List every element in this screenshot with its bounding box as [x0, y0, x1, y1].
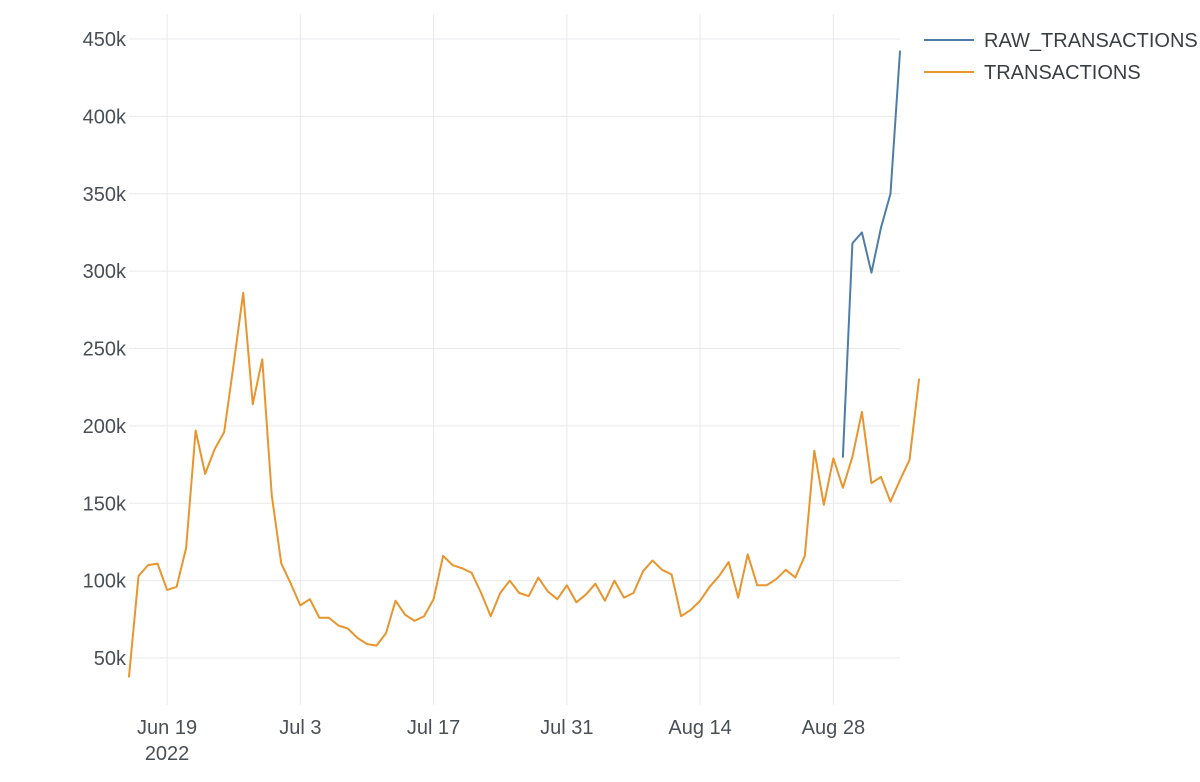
y-tick-label: 150k — [83, 493, 127, 515]
x-tick-label: Jul 31 — [540, 717, 593, 739]
y-tick-label: 300k — [83, 261, 127, 283]
y-tick-label: 50k — [94, 648, 127, 670]
y-tick-label: 350k — [83, 184, 127, 206]
x-tick-label: Jul 17 — [407, 717, 460, 739]
y-tick-label: 100k — [83, 571, 127, 593]
y-tick-label: 250k — [83, 339, 127, 361]
x-tick-label: Jul 3 — [279, 717, 321, 739]
x-tick-label: Jun 19 — [137, 717, 197, 739]
legend-item-transactions: TRANSACTIONS — [924, 62, 1141, 84]
legend-label: TRANSACTIONS — [984, 62, 1141, 84]
series-line-raw-transactions — [841, 50, 901, 458]
y-gridlines — [129, 38, 900, 659]
y-tick-label: 200k — [83, 416, 127, 438]
y-axis-tick-labels: 50k 100k 150k 200k 250k 300k 350k 400k 450k — [83, 29, 127, 670]
legend-label: RAW_TRANSACTIONS — [984, 30, 1198, 52]
x-gridlines — [166, 14, 834, 705]
x-tick-label: Aug 14 — [668, 717, 731, 739]
legend: RAW_TRANSACTIONS TRANSACTIONS — [924, 30, 1198, 84]
x-axis-tick-labels: Jun 19 Jul 3 Jul 17 Jul 31 Aug 14 Aug 28 — [137, 717, 865, 739]
y-tick-label: 400k — [83, 106, 127, 128]
legend-item-raw-transactions: RAW_TRANSACTIONS — [924, 30, 1198, 52]
x-tick-label: Aug 28 — [802, 717, 865, 739]
x-axis-year-label: 2022 — [145, 743, 190, 765]
series-lines — [128, 50, 921, 678]
y-tick-label: 450k — [83, 29, 127, 51]
series-line-transactions — [128, 291, 921, 678]
